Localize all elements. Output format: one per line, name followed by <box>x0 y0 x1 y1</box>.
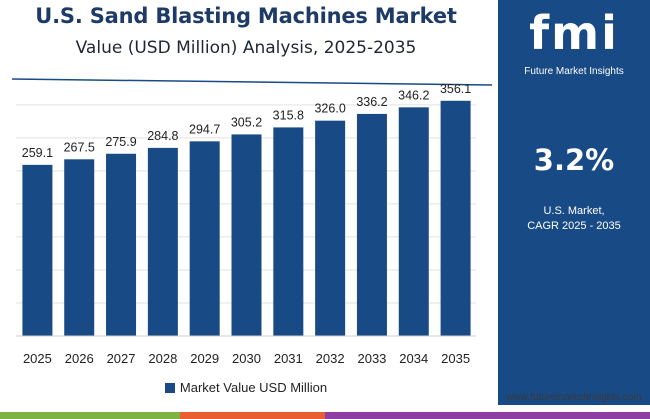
data-label-2029: 294.7 <box>189 122 220 136</box>
x-tick-2025: 2025 <box>23 351 52 366</box>
cagr-label-line2: CAGR 2025 - 2035 <box>527 220 621 232</box>
data-label-2028: 284.8 <box>147 129 178 143</box>
x-tick-2031: 2031 <box>274 351 303 366</box>
bottom-color-strip <box>0 412 650 419</box>
bar-2026 <box>64 159 95 336</box>
website-link[interactable]: www.futuremarketinsights.com <box>506 392 642 403</box>
bar-2030 <box>231 134 262 336</box>
x-tick-2032: 2032 <box>316 351 345 366</box>
data-label-2034: 346.2 <box>398 88 429 102</box>
data-label-2027: 275.9 <box>105 135 136 149</box>
data-label-2031: 315.8 <box>273 108 304 122</box>
legend-label: Market Value USD Million <box>179 380 328 395</box>
data-label-2032: 326.0 <box>314 102 345 116</box>
chart-subtitle: Value (USD Million) Analysis, 2025-2035 <box>75 38 417 58</box>
x-tick-2033: 2033 <box>357 351 386 366</box>
strip-purple <box>325 412 650 419</box>
bar-2029 <box>189 141 220 336</box>
x-tick-2027: 2027 <box>107 351 136 366</box>
data-label-2030: 305.2 <box>231 115 262 129</box>
x-tick-2028: 2028 <box>148 351 177 366</box>
strip-orange <box>180 412 325 419</box>
bar-2034 <box>398 107 429 336</box>
x-tick-2035: 2035 <box>441 351 470 366</box>
bar-2028 <box>147 147 178 336</box>
x-tick-2029: 2029 <box>190 351 219 366</box>
x-tick-2026: 2026 <box>65 351 94 366</box>
data-label-2033: 336.2 <box>356 95 387 109</box>
bar-2025 <box>22 164 53 336</box>
bar-2031 <box>273 127 304 336</box>
cagr-label-line1: U.S. Market, <box>543 205 605 217</box>
data-label-2035: 356.1 <box>440 82 471 96</box>
bar-2027 <box>106 153 137 336</box>
cagr-value: 3.2% <box>533 143 615 177</box>
logo-caption: Future Market Insights <box>524 66 624 77</box>
bar-2033 <box>356 113 387 336</box>
bar-2032 <box>315 120 346 336</box>
bar-chart: 259.1 2025 267.5 2026 275.9 2027 284.8 2028 294.… <box>11 78 492 366</box>
data-label-2025: 259.1 <box>22 146 53 160</box>
cagr-label: U.S. Market, CAGR 2025 - 2035 <box>498 204 650 234</box>
chart-legend: Market Value USD Million <box>0 380 492 395</box>
bar-2035 <box>440 100 471 336</box>
x-tick-2030: 2030 <box>232 351 261 366</box>
title-separator <box>11 78 492 86</box>
data-label-2026: 267.5 <box>64 140 95 154</box>
legend-swatch <box>164 383 175 393</box>
fmi-logo: fmi <box>529 6 619 60</box>
chart-title: U.S. Sand Blasting Machines Market <box>35 4 457 28</box>
x-tick-2034: 2034 <box>399 351 428 366</box>
strip-green <box>0 412 180 419</box>
side-panel: fmi Future Market Insights 3.2% U.S. Mar… <box>498 0 650 405</box>
